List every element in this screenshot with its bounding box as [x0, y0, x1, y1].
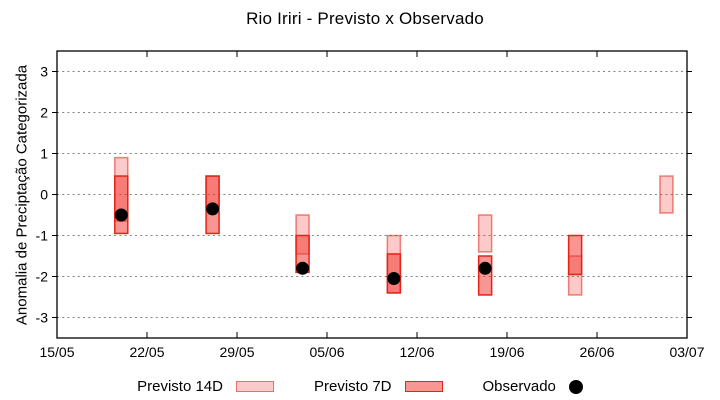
- x-tick-label: 26/06: [579, 344, 614, 360]
- legend: Previsto 14D Previsto 7D Observado: [0, 378, 720, 395]
- y-tick-label: -1: [36, 228, 49, 244]
- observed-dot: [114, 208, 128, 222]
- observed-dot: [478, 261, 492, 275]
- bar-previsto-7d: [114, 175, 129, 235]
- x-tick-label: 03/07: [669, 344, 704, 360]
- x-tick-label: 05/06: [309, 344, 344, 360]
- x-tick-label: 19/06: [489, 344, 524, 360]
- plot-border: [56, 50, 688, 339]
- legend-label-previsto-14d: Previsto 14D: [137, 378, 223, 395]
- legend-item-previsto-7d: Previsto 7D: [314, 378, 443, 395]
- observed-dot: [206, 202, 220, 216]
- legend-item-previsto-14d: Previsto 14D: [137, 378, 274, 395]
- y-tick-label: 3: [40, 64, 48, 80]
- observed-dot: [296, 261, 310, 275]
- x-tick-label: 12/06: [399, 344, 434, 360]
- x-tick-label: 15/05: [39, 344, 74, 360]
- x-tick-label: 22/05: [129, 344, 164, 360]
- y-tick-label: -2: [36, 269, 49, 285]
- y-tick-label: -3: [36, 310, 49, 326]
- y-tick-label: 1: [40, 146, 48, 162]
- legend-label-previsto-7d: Previsto 7D: [313, 378, 392, 395]
- x-tick-label: 29/05: [219, 344, 254, 360]
- bar-previsto-7d: [567, 234, 583, 276]
- y-tick-label: 2: [40, 105, 48, 121]
- y-tick-label: 0: [40, 187, 48, 203]
- legend-label-observado: Observado: [482, 378, 556, 395]
- legend-swatch-previsto-14d-icon: [235, 381, 274, 392]
- bar-previsto-14d: [477, 214, 493, 253]
- chart-title: Rio Iriri - Previsto x Observado: [246, 9, 484, 28]
- legend-item-observado: Observado: [483, 378, 583, 395]
- observed-dot: [387, 272, 401, 286]
- legend-observed-dot-icon: [568, 379, 583, 394]
- bar-previsto-14d: [659, 175, 674, 214]
- legend-swatch-previsto-7d-icon: [404, 381, 443, 392]
